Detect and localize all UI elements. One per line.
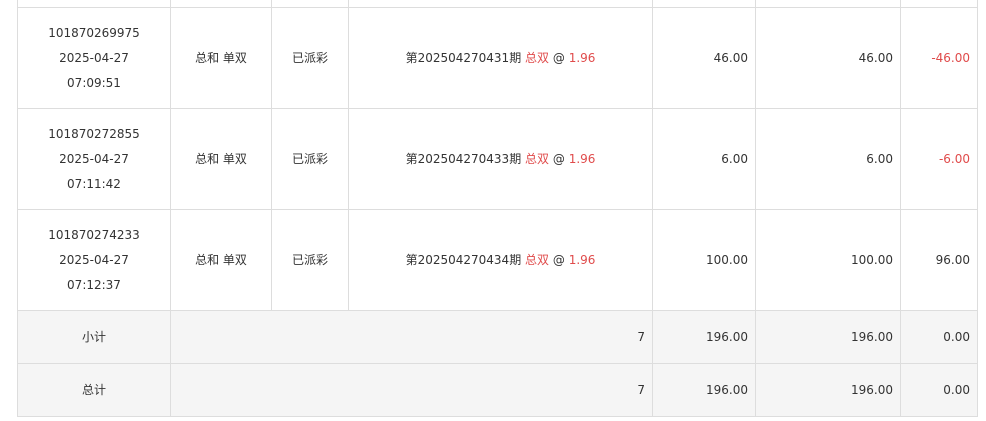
total-count: 7 xyxy=(170,363,653,417)
pick: 总双 xyxy=(525,50,550,65)
bet-amount: 46.00 xyxy=(652,7,756,109)
bet-date: 2025-04-27 xyxy=(59,252,129,267)
bet-content: 第202504270434期 总双 @ 1.96 xyxy=(348,209,653,311)
bet-id-cell: 101870269975 2025-04-27 07:09:51 xyxy=(17,7,171,109)
issue: 第202504270434期 xyxy=(405,252,522,267)
bet-id-cell: 101870272855 2025-04-27 07:11:42 xyxy=(17,108,171,210)
table-row xyxy=(17,0,978,8)
status: 已派彩 xyxy=(271,209,349,311)
bet-records-table: 101870269975 2025-04-27 07:09:51 总和 单双 已派彩… xyxy=(17,0,978,417)
pick: 总双 xyxy=(525,151,550,166)
odds: 1.96 xyxy=(568,252,596,267)
table-row: 101870274233 2025-04-27 07:12:37 总和 单双 已派彩… xyxy=(17,209,978,311)
valid-amount: 6.00 xyxy=(755,108,901,210)
subtotal-label: 小计 xyxy=(17,310,171,364)
valid-amount: 46.00 xyxy=(755,7,901,109)
bet-content: 第202504270431期 总双 @ 1.96 xyxy=(348,7,653,109)
bet-time: 07:11:42 xyxy=(67,176,121,191)
win-loss: 96.00 xyxy=(900,209,978,311)
bet-id-cell: 101870274233 2025-04-27 07:12:37 xyxy=(17,209,171,311)
pick: 总双 xyxy=(525,252,550,267)
at-sign: @ xyxy=(552,50,565,65)
total-label: 总计 xyxy=(17,363,171,417)
total-valid: 196.00 xyxy=(755,363,901,417)
at-sign: @ xyxy=(552,252,565,267)
subtotal-amount: 196.00 xyxy=(652,310,756,364)
subtotal-count: 7 xyxy=(170,310,653,364)
bet-date: 2025-04-27 xyxy=(59,151,129,166)
play-type: 总和 单双 xyxy=(170,7,272,109)
play-type: 总和 单双 xyxy=(170,108,272,210)
bet-time: 07:09:51 xyxy=(67,75,121,90)
issue: 第202504270433期 xyxy=(405,151,522,166)
win-loss: -46.00 xyxy=(900,7,978,109)
bet-content: 第202504270433期 总双 @ 1.96 xyxy=(348,108,653,210)
at-sign: @ xyxy=(552,151,565,166)
bet-id: 101870269975 xyxy=(48,25,140,40)
issue: 第202504270431期 xyxy=(405,50,522,65)
table-row: 101870272855 2025-04-27 07:11:42 总和 单双 已派彩… xyxy=(17,108,978,210)
bet-amount: 100.00 xyxy=(652,209,756,311)
odds: 1.96 xyxy=(568,50,596,65)
odds: 1.96 xyxy=(568,151,596,166)
valid-amount: 100.00 xyxy=(755,209,901,311)
status: 已派彩 xyxy=(271,108,349,210)
total-amount: 196.00 xyxy=(652,363,756,417)
total-row: 总计 7 196.00 196.00 0.00 xyxy=(17,363,978,417)
bet-id: 101870272855 xyxy=(48,126,140,141)
play-type: 总和 单双 xyxy=(170,209,272,311)
table-row: 101870269975 2025-04-27 07:09:51 总和 单双 已派彩… xyxy=(17,7,978,109)
bet-amount: 6.00 xyxy=(652,108,756,210)
bet-date: 2025-04-27 xyxy=(59,50,129,65)
status: 已派彩 xyxy=(271,7,349,109)
bet-id: 101870274233 xyxy=(48,227,140,242)
subtotal-result: 0.00 xyxy=(900,310,978,364)
win-loss: -6.00 xyxy=(900,108,978,210)
subtotal-row: 小计 7 196.00 196.00 0.00 xyxy=(17,310,978,364)
total-result: 0.00 xyxy=(900,363,978,417)
bet-time: 07:12:37 xyxy=(67,277,121,292)
subtotal-valid: 196.00 xyxy=(755,310,901,364)
